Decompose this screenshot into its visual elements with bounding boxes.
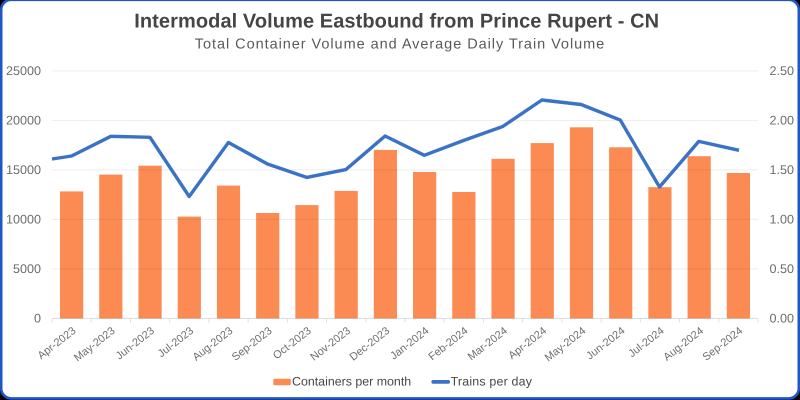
svg-text:20000: 20000 [6,114,41,128]
svg-text:15000: 15000 [6,163,41,177]
svg-text:Total Container Volume and Ave: Total Container Volume and Average Daily… [195,37,605,53]
svg-text:1.50: 1.50 [770,163,795,177]
svg-text:1.00: 1.00 [770,213,795,227]
svg-text:5000: 5000 [13,262,41,276]
svg-text:2.00: 2.00 [770,114,795,128]
svg-text:0.50: 0.50 [770,262,795,276]
svg-text:25000: 25000 [6,64,41,78]
svg-text:2.50: 2.50 [770,64,795,78]
svg-text:0.00: 0.00 [770,312,795,326]
svg-text:0: 0 [34,312,41,326]
svg-text:Intermodal Volume Eastbound fr: Intermodal Volume Eastbound from Prince … [134,11,659,33]
svg-text:10000: 10000 [6,213,41,227]
svg-text:Trains per day: Trains per day [451,374,533,388]
svg-text:Containers per month: Containers per month [292,374,411,388]
